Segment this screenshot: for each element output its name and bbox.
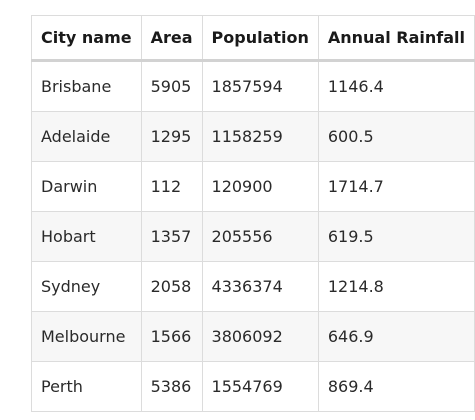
cell-annual-rainfall: 600.5 xyxy=(317,111,475,162)
header-annual-rainfall: Annual Rainfall xyxy=(317,15,475,62)
header-city-name: City name xyxy=(31,15,142,62)
table-row: Sydney 2058 4336374 1214.8 xyxy=(31,261,475,312)
cell-city-name: Perth xyxy=(31,361,142,412)
header-area: Area xyxy=(140,15,203,62)
table-row: Hobart 1357 205556 619.5 xyxy=(31,211,475,262)
cell-city-name: Brisbane xyxy=(31,60,142,112)
cell-annual-rainfall: 1146.4 xyxy=(317,60,475,112)
table-row: Darwin 112 120900 1714.7 xyxy=(31,161,475,212)
header-population: Population xyxy=(201,15,319,62)
cell-city-name: Darwin xyxy=(31,161,142,212)
cell-city-name: Hobart xyxy=(31,211,142,262)
table-header: City name Area Population Annual Rainfal… xyxy=(31,15,475,62)
cell-annual-rainfall: 646.9 xyxy=(317,311,475,362)
cell-population: 205556 xyxy=(201,211,319,262)
cell-annual-rainfall: 619.5 xyxy=(317,211,475,262)
cell-city-name: Sydney xyxy=(31,261,142,312)
header-row: City name Area Population Annual Rainfal… xyxy=(31,15,475,62)
city-data-table: City name Area Population Annual Rainfal… xyxy=(31,15,475,412)
cell-population: 1857594 xyxy=(201,60,319,112)
cell-annual-rainfall: 1214.8 xyxy=(317,261,475,312)
cell-population: 1158259 xyxy=(201,111,319,162)
table-row: Brisbane 5905 1857594 1146.4 xyxy=(31,60,475,112)
cell-area: 5386 xyxy=(140,361,203,412)
cell-annual-rainfall: 1714.7 xyxy=(317,161,475,212)
cell-area: 2058 xyxy=(140,261,203,312)
cell-area: 1295 xyxy=(140,111,203,162)
cell-population: 1554769 xyxy=(201,361,319,412)
table-row: Adelaide 1295 1158259 600.5 xyxy=(31,111,475,162)
cell-population: 120900 xyxy=(201,161,319,212)
table-body: Brisbane 5905 1857594 1146.4 Adelaide 12… xyxy=(31,60,475,412)
table-row: Perth 5386 1554769 869.4 xyxy=(31,361,475,412)
cell-area: 1357 xyxy=(140,211,203,262)
cell-area: 112 xyxy=(140,161,203,212)
cell-area: 5905 xyxy=(140,60,203,112)
cell-area: 1566 xyxy=(140,311,203,362)
cell-population: 4336374 xyxy=(201,261,319,312)
cell-city-name: Melbourne xyxy=(31,311,142,362)
table-row: Melbourne 1566 3806092 646.9 xyxy=(31,311,475,362)
cell-city-name: Adelaide xyxy=(31,111,142,162)
cell-population: 3806092 xyxy=(201,311,319,362)
cell-annual-rainfall: 869.4 xyxy=(317,361,475,412)
